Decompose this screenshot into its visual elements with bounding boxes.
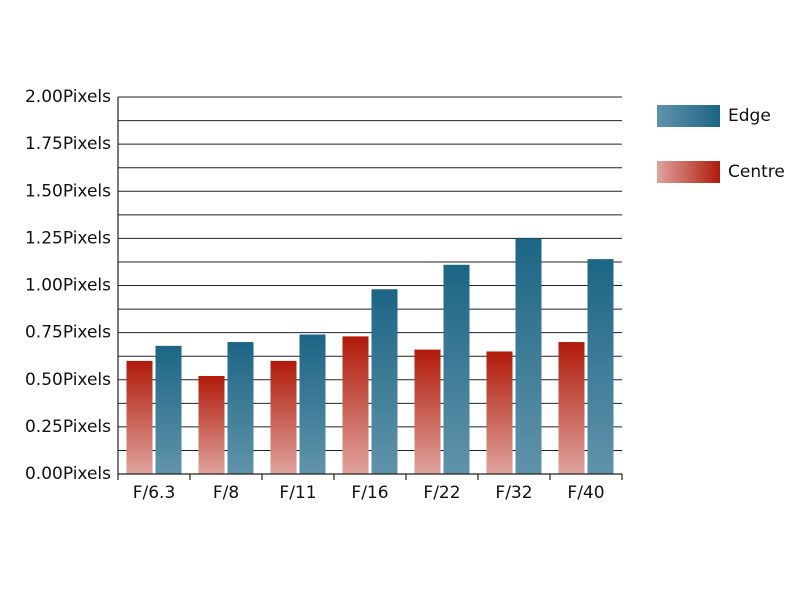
x-tick-label: F/22 (423, 483, 460, 503)
legend-swatch (657, 161, 720, 183)
bar (558, 342, 585, 474)
x-tick-label: F/40 (567, 483, 604, 503)
bar (486, 351, 513, 474)
bar (198, 375, 225, 474)
y-tick-label: 0.75Pixels (25, 323, 111, 343)
legend-swatch (657, 105, 720, 127)
bar (587, 259, 614, 474)
y-tick-label: 0.50Pixels (25, 370, 111, 390)
bar (371, 289, 398, 474)
x-tick-label: F/11 (279, 483, 316, 503)
bar (126, 360, 153, 474)
x-tick-label: F/16 (351, 483, 388, 503)
bar (515, 238, 542, 474)
legend-label: Centre (728, 162, 785, 182)
y-tick-label: 1.00Pixels (25, 276, 111, 296)
x-tick-label: F/8 (213, 483, 239, 503)
bar (227, 342, 254, 474)
bar (270, 360, 297, 474)
y-tick-label: 0.25Pixels (25, 417, 111, 437)
x-tick-label: F/6.3 (133, 483, 176, 503)
bar (299, 334, 326, 474)
bar (155, 345, 182, 474)
y-tick-label: 2.00Pixels (25, 87, 111, 107)
y-tick-label: 1.50Pixels (25, 181, 111, 201)
bar (342, 336, 369, 474)
y-tick-label: 0.00Pixels (25, 464, 111, 484)
legend-label: Edge (728, 106, 771, 126)
bar (443, 264, 470, 474)
y-tick-label: 1.75Pixels (25, 134, 111, 154)
x-tick-label: F/32 (495, 483, 532, 503)
bar (414, 349, 441, 474)
y-tick-label: 1.25Pixels (25, 228, 111, 248)
